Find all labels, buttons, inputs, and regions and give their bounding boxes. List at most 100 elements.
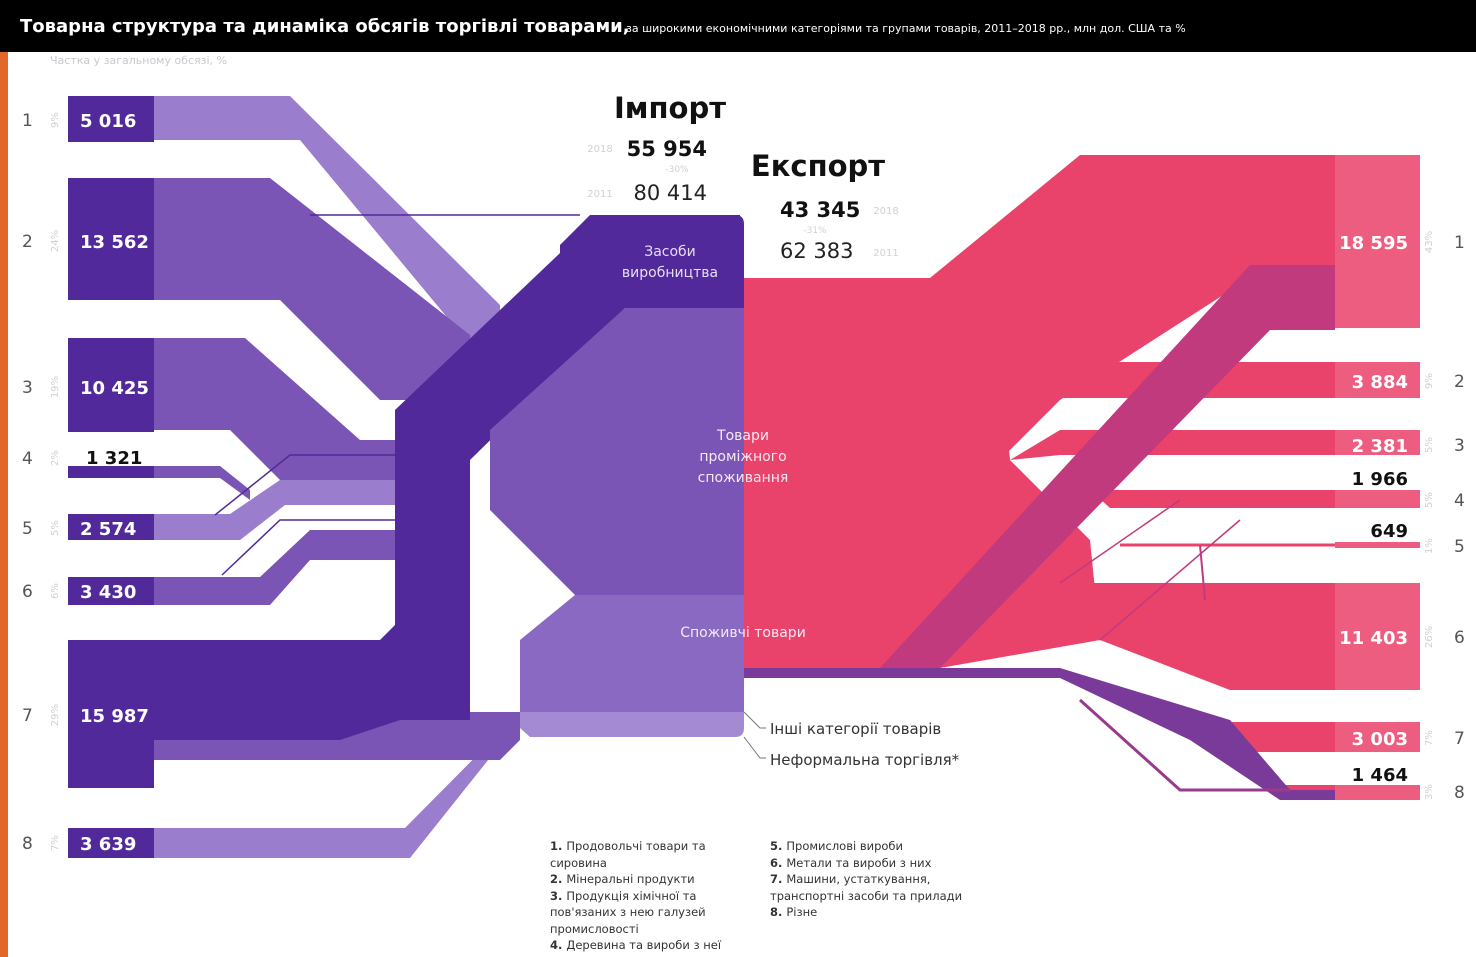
share-caption: Частка у загальному обсязі, % — [50, 54, 228, 67]
legend-item-text: Різне — [786, 905, 818, 919]
import-group-number: 4 — [22, 449, 33, 469]
category-capital-label: Засоби виробництва — [622, 244, 718, 281]
legend-right: 5. Промислові вироби 6. Метали та вироби … — [770, 838, 970, 921]
informal-leader-line — [743, 736, 766, 759]
legend-item-text: Деревина та вироби з неї — [566, 938, 722, 952]
import-group-value: 2 574 — [80, 519, 136, 540]
import-group-number: 1 — [22, 111, 33, 131]
export-change: -31% — [803, 226, 827, 236]
legend-item-number: 6. — [770, 855, 787, 870]
other-leader-line — [743, 711, 766, 729]
legend-item-number: 4. — [550, 938, 567, 952]
export-thin-line-d — [1099, 519, 1241, 641]
import-bar-1 — [68, 96, 154, 142]
export-group-share: 5% — [1424, 437, 1435, 453]
export-bars — [1335, 155, 1420, 800]
legend-left: 1. Продовольчі товари та сировина 2. Міне… — [550, 838, 750, 954]
export-group-share: 43% — [1424, 231, 1435, 253]
export-group-value: 18 595 — [1339, 233, 1408, 254]
export-group-share: 9% — [1424, 373, 1435, 389]
export-group-value: 2 381 — [1352, 436, 1408, 457]
export-flow-6 — [1060, 583, 1420, 690]
legend-item: 1. Продовольчі товари та сировина — [550, 838, 750, 871]
export-group-number: 8 — [1454, 783, 1465, 803]
export-bar-1 — [1335, 155, 1420, 328]
export-bar-4 — [1335, 490, 1420, 508]
chart-subtitle: за широкими економічними категоріями та … — [626, 22, 1186, 35]
export-group-number: 4 — [1454, 491, 1465, 511]
export-bar-3 — [1335, 430, 1420, 455]
legend-item-number: 8. — [770, 905, 787, 919]
legend-item-number: 2. — [550, 872, 567, 886]
export-group-value: 649 — [1370, 521, 1408, 542]
legend-item: 8. Різне — [770, 904, 970, 921]
export-group-number: 1 — [1454, 233, 1465, 253]
export-group-share: 3% — [1424, 784, 1435, 800]
legend-item: 2. Мінеральні продукти — [550, 871, 750, 888]
export-heading: Експорт — [751, 149, 885, 183]
category-label-line: проміжного — [699, 449, 786, 465]
import-group-number: 6 — [22, 582, 33, 602]
export-group-value: 1 464 — [1352, 765, 1408, 786]
legend-item-text: Метали та вироби з них — [786, 855, 932, 870]
export-group-value: 3 884 — [1352, 372, 1408, 393]
legend-item: 6. Метали та вироби з них — [770, 855, 970, 872]
import-bar-8 — [68, 828, 154, 858]
legend-item-text: Промислові вироби — [786, 839, 903, 853]
import-group-value: 15 987 — [80, 706, 149, 727]
category-consumer-label: Споживчі товари — [680, 625, 806, 641]
title-bar: Товарна структура та динаміка обсягів то… — [0, 0, 1476, 52]
import-group-value: 1 321 — [86, 448, 142, 469]
export-bar-5 — [1335, 542, 1420, 548]
export-thin-line-e — [1078, 698, 1290, 792]
import-thin-line-c — [221, 519, 400, 576]
export-bar-8 — [1335, 785, 1420, 800]
category-informal-label: Неформальна торгівля* — [770, 751, 960, 769]
export-year-new: 2018 — [873, 206, 898, 217]
category-label-line: споживання — [698, 470, 789, 486]
category-other-label: Інші категорії товарів — [770, 720, 941, 738]
export-group-share: 26% — [1424, 626, 1435, 648]
left-accent-stripe — [0, 52, 8, 957]
import-flow-1 — [154, 96, 500, 345]
import-bar-7 — [68, 640, 154, 788]
import-group-share: 29% — [50, 704, 61, 726]
import-group-number: 2 — [22, 232, 33, 252]
export-value-old: 62 383 — [780, 239, 853, 263]
export-bar-7 — [1335, 722, 1420, 752]
import-group-number: 5 — [22, 519, 33, 539]
import-bar-6 — [68, 577, 154, 605]
legend-item-text: Мінеральні продукти — [566, 872, 695, 886]
chart-title: Товарна структура та динаміка обсягів то… — [20, 16, 630, 37]
export-group-number: 7 — [1454, 729, 1465, 749]
export-thin-line-c — [1059, 499, 1181, 584]
import-change: -30% — [665, 165, 689, 175]
import-group-value: 5 016 — [80, 111, 136, 132]
export-group-share: 7% — [1424, 730, 1435, 746]
legend-item-text: Продовольчі товари та сировина — [550, 839, 706, 870]
import-bar-3 — [68, 338, 154, 432]
legend-item-number: 5. — [770, 839, 787, 853]
import-bar-4 — [68, 466, 154, 478]
export-bar-2 — [1335, 362, 1420, 398]
import-group-share: 9% — [50, 112, 61, 128]
import-value-old: 80 414 — [634, 181, 707, 205]
legend-item-number: 3. — [550, 888, 567, 903]
import-thin-line-b — [214, 454, 400, 516]
import-block-capital — [560, 215, 744, 308]
import-group-value: 10 425 — [80, 378, 149, 399]
export-group-value: 3 003 — [1352, 729, 1408, 750]
legend-item: 5. Промислові вироби — [770, 838, 970, 855]
import-group-share: 19% — [50, 376, 61, 398]
legend-item: 3. Продукція хімічної та пов'язаних з не… — [550, 888, 750, 938]
export-group-number: 2 — [1454, 372, 1465, 392]
import-group-share: 6% — [50, 583, 61, 599]
import-flow-8 — [154, 712, 520, 858]
legend-item: 4. Деревина та вироби з неї — [550, 937, 750, 954]
import-bars — [68, 96, 154, 858]
import-flow-7-capital — [68, 215, 740, 740]
export-flow-purple-band — [744, 668, 1335, 800]
import-group-value: 3 639 — [80, 834, 136, 855]
import-group-value: 13 562 — [80, 232, 149, 253]
